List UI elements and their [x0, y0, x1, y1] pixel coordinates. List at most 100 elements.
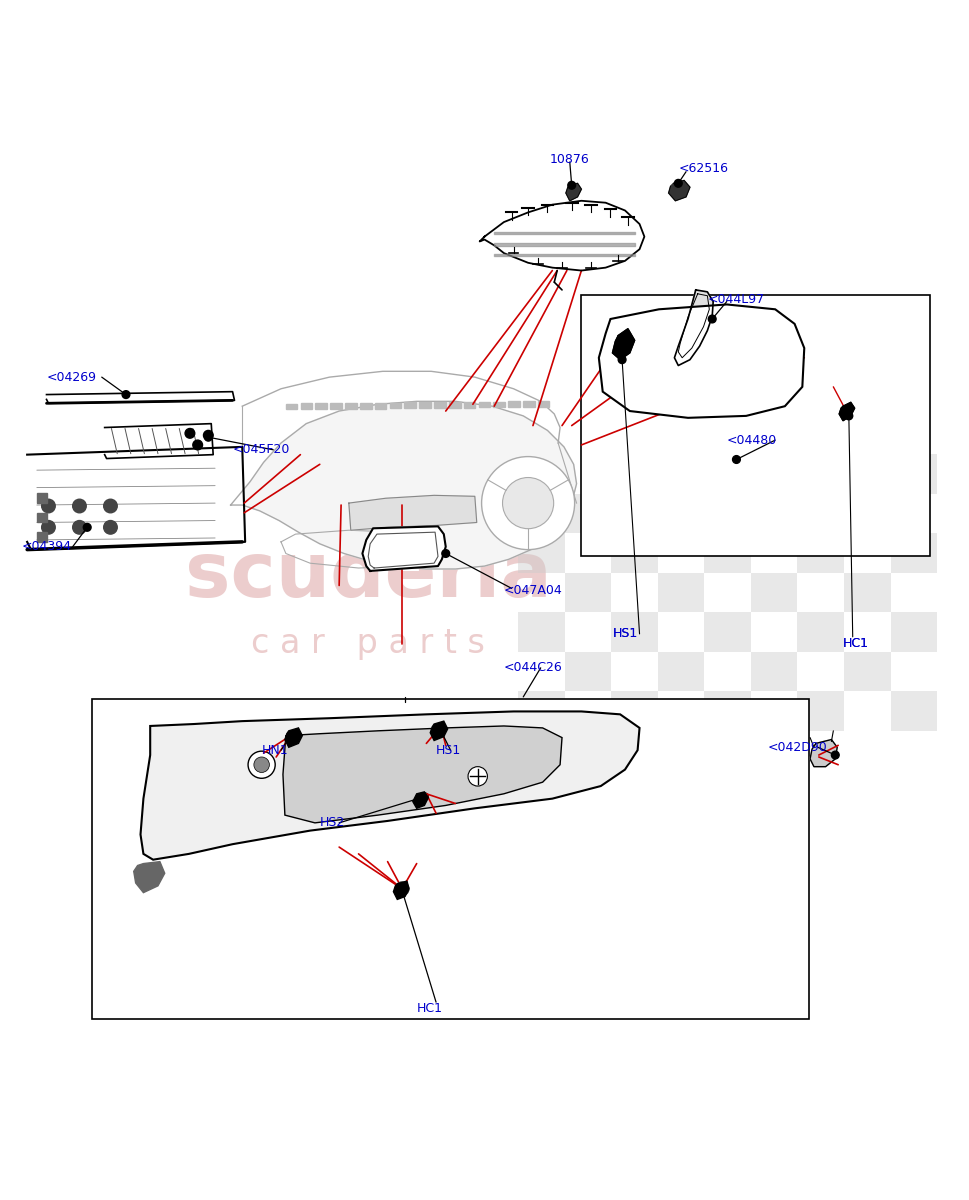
- Bar: [891, 533, 937, 572]
- Bar: [493, 402, 505, 407]
- Polygon shape: [413, 792, 428, 809]
- Bar: [390, 402, 401, 408]
- Bar: [37, 493, 47, 503]
- Circle shape: [442, 550, 450, 557]
- Text: <04480: <04480: [727, 433, 777, 446]
- Polygon shape: [283, 726, 562, 823]
- Circle shape: [708, 316, 716, 323]
- Bar: [704, 691, 751, 731]
- Circle shape: [618, 356, 626, 364]
- Text: HN1: HN1: [262, 744, 288, 757]
- Bar: [300, 403, 312, 409]
- Bar: [565, 652, 611, 691]
- Polygon shape: [141, 712, 640, 859]
- Text: <04269: <04269: [47, 371, 97, 384]
- Bar: [92, 698, 809, 1019]
- Circle shape: [42, 499, 55, 512]
- Circle shape: [83, 523, 91, 532]
- Polygon shape: [674, 290, 713, 366]
- Circle shape: [395, 882, 409, 895]
- Text: HC1: HC1: [843, 637, 869, 650]
- Polygon shape: [393, 881, 409, 900]
- Bar: [359, 403, 371, 409]
- Bar: [704, 612, 751, 652]
- Bar: [797, 533, 844, 572]
- Bar: [751, 572, 797, 612]
- Bar: [464, 402, 476, 408]
- Bar: [751, 493, 797, 533]
- Bar: [518, 533, 565, 572]
- Bar: [508, 401, 519, 407]
- Text: scuderia: scuderia: [185, 539, 551, 613]
- Bar: [891, 691, 937, 731]
- Circle shape: [421, 793, 428, 800]
- Bar: [797, 691, 844, 731]
- Polygon shape: [362, 527, 446, 571]
- Text: <04394: <04394: [21, 540, 72, 553]
- Polygon shape: [430, 721, 448, 740]
- Polygon shape: [47, 391, 234, 403]
- Text: HS2: HS2: [320, 816, 345, 829]
- Circle shape: [185, 428, 195, 438]
- Bar: [330, 403, 342, 409]
- Polygon shape: [566, 184, 581, 200]
- Bar: [844, 652, 891, 691]
- Circle shape: [482, 456, 575, 550]
- Circle shape: [254, 757, 269, 773]
- Bar: [449, 402, 460, 408]
- Text: <045F20: <045F20: [233, 443, 290, 456]
- Circle shape: [122, 391, 130, 398]
- Bar: [420, 402, 431, 408]
- Circle shape: [733, 456, 740, 463]
- Polygon shape: [285, 728, 302, 748]
- Bar: [658, 652, 704, 691]
- Circle shape: [204, 433, 212, 442]
- Circle shape: [437, 727, 445, 734]
- Polygon shape: [27, 446, 245, 550]
- Bar: [375, 403, 387, 408]
- Bar: [581, 295, 930, 557]
- Circle shape: [845, 412, 853, 420]
- Bar: [345, 403, 357, 409]
- Circle shape: [104, 499, 117, 512]
- Polygon shape: [810, 739, 837, 767]
- Bar: [404, 402, 416, 408]
- Circle shape: [193, 440, 203, 450]
- Text: HS1: HS1: [612, 628, 638, 641]
- Polygon shape: [480, 200, 644, 270]
- Bar: [518, 612, 565, 652]
- Bar: [565, 572, 611, 612]
- Bar: [658, 493, 704, 533]
- Text: HS1: HS1: [436, 744, 461, 757]
- Polygon shape: [669, 180, 690, 200]
- Polygon shape: [599, 305, 804, 418]
- Text: 10876: 10876: [549, 152, 590, 166]
- Bar: [844, 493, 891, 533]
- Bar: [518, 454, 565, 493]
- Bar: [704, 533, 751, 572]
- Bar: [518, 691, 565, 731]
- Bar: [37, 512, 47, 522]
- Circle shape: [104, 521, 117, 534]
- Bar: [286, 403, 297, 409]
- Polygon shape: [105, 424, 213, 458]
- Bar: [611, 454, 658, 493]
- Circle shape: [42, 521, 55, 534]
- Text: c a r   p a r t s: c a r p a r t s: [251, 628, 485, 660]
- Bar: [611, 612, 658, 652]
- Bar: [844, 572, 891, 612]
- Polygon shape: [839, 402, 855, 421]
- Bar: [434, 402, 446, 408]
- Bar: [797, 612, 844, 652]
- Circle shape: [674, 180, 682, 187]
- Text: <044C26: <044C26: [504, 661, 563, 674]
- Text: <044L97: <044L97: [707, 293, 765, 306]
- Text: HC1: HC1: [417, 1002, 443, 1015]
- Circle shape: [831, 751, 839, 758]
- Circle shape: [503, 478, 553, 529]
- Text: <042D90: <042D90: [767, 740, 828, 754]
- Text: HS1: HS1: [612, 628, 638, 641]
- Circle shape: [287, 732, 295, 739]
- Bar: [316, 403, 328, 409]
- Bar: [523, 401, 535, 407]
